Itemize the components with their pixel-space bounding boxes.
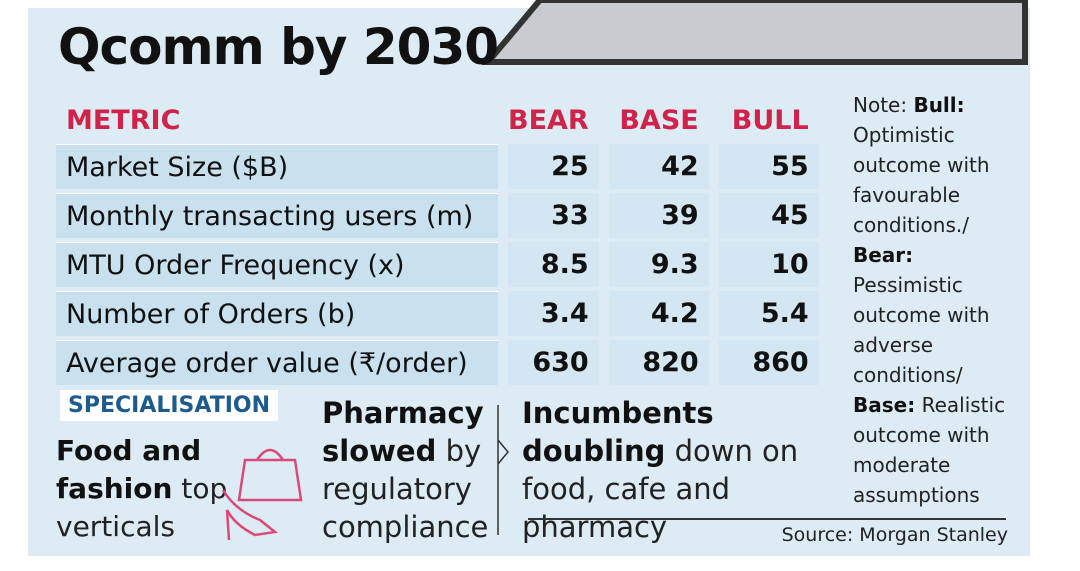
metric-cell: Average order value (₹/order) (56, 340, 498, 385)
note-term: Bull: (913, 93, 965, 117)
row: Monthly transacting users (m) 33 39 45 (56, 193, 819, 238)
note-entry: Bear: Pessimistic outcome with adverse c… (853, 240, 1015, 390)
value-cell: 820 (598, 340, 709, 385)
note-text: Realistic outcome with moderate assumpti… (853, 393, 1006, 507)
metric-cell: Market Size ($B) (56, 144, 498, 189)
rule (528, 518, 1006, 520)
item-text: by regulatory compliance (322, 434, 489, 544)
note-term: Base: (853, 393, 916, 417)
decor-shape (481, 0, 1028, 65)
row: MTU Order Frequency (x) 8.5 9.3 10 (56, 242, 819, 287)
item-text: top verticals (56, 472, 228, 543)
value-cell: 9.3 (598, 242, 709, 287)
note-text: Optimistic outcome with favourable condi… (853, 123, 990, 237)
value-cell: 3.4 (498, 291, 599, 336)
value-cell: 55 (708, 144, 819, 189)
item: Incumbents doubling down on food, cafe a… (522, 394, 842, 546)
note-entry: Bull: Optimistic outcome with favourable… (853, 93, 990, 237)
header-cell: BASE (619, 104, 699, 136)
source: Source: Morgan Stanley (781, 524, 1008, 546)
value-cell: 4.2 (598, 291, 709, 336)
header-cell: METRIC (66, 104, 181, 136)
note-entry: Base: Realistic outcome with moderate as… (853, 390, 1015, 510)
header-cell: BEAR (508, 104, 589, 136)
metric-cell: MTU Order Frequency (x) (56, 242, 498, 287)
divider (497, 405, 509, 535)
item: Pharmacy slowed by regulatory compliance (322, 394, 492, 546)
note-term: Bear: (853, 243, 914, 267)
item-text: down on food, cafe and pharmacy (522, 434, 799, 544)
value-cell: 25 (498, 144, 599, 189)
item-bold: Pharmacy slowed (322, 396, 484, 468)
value-cell: 630 (498, 340, 599, 385)
row: Number of Orders (b) 3.4 4.2 5.4 (56, 291, 819, 336)
value-cell: 8.5 (498, 242, 599, 287)
value-cell: 5.4 (708, 291, 819, 336)
item: Food and fashion top verticals (56, 432, 228, 546)
metrics-table: METRIC BEAR BASE BULL Market Size ($B) 25 42 55… (56, 96, 819, 389)
value-cell: 10 (708, 242, 819, 287)
icon (221, 448, 303, 541)
item-bold: Incumbents doubling (522, 396, 714, 468)
header-cell: BULL (731, 104, 809, 136)
metric-cell: Monthly transacting users (m) (56, 193, 498, 238)
value-cell: 33 (498, 193, 599, 238)
value-cell: 42 (598, 144, 709, 189)
value-cell: 39 (598, 193, 709, 238)
section-label: SPECIALISATION (60, 390, 279, 421)
title: Qcomm by 2030 (58, 18, 499, 76)
row: Average order value (₹/order) 630 820 860 (56, 340, 819, 385)
note-text: Pessimistic outcome with adverse conditi… (853, 273, 990, 387)
value-cell: 45 (708, 193, 819, 238)
metric-cell: Number of Orders (b) (56, 291, 498, 336)
note: Note: Bull: Optimistic outcome with favo… (853, 90, 1015, 510)
item-bold: Food and fashion (56, 434, 202, 505)
value-cell: 860 (708, 340, 819, 385)
row: Market Size ($B) 25 42 55 (56, 144, 819, 189)
note-prefix: Note: (853, 93, 908, 117)
